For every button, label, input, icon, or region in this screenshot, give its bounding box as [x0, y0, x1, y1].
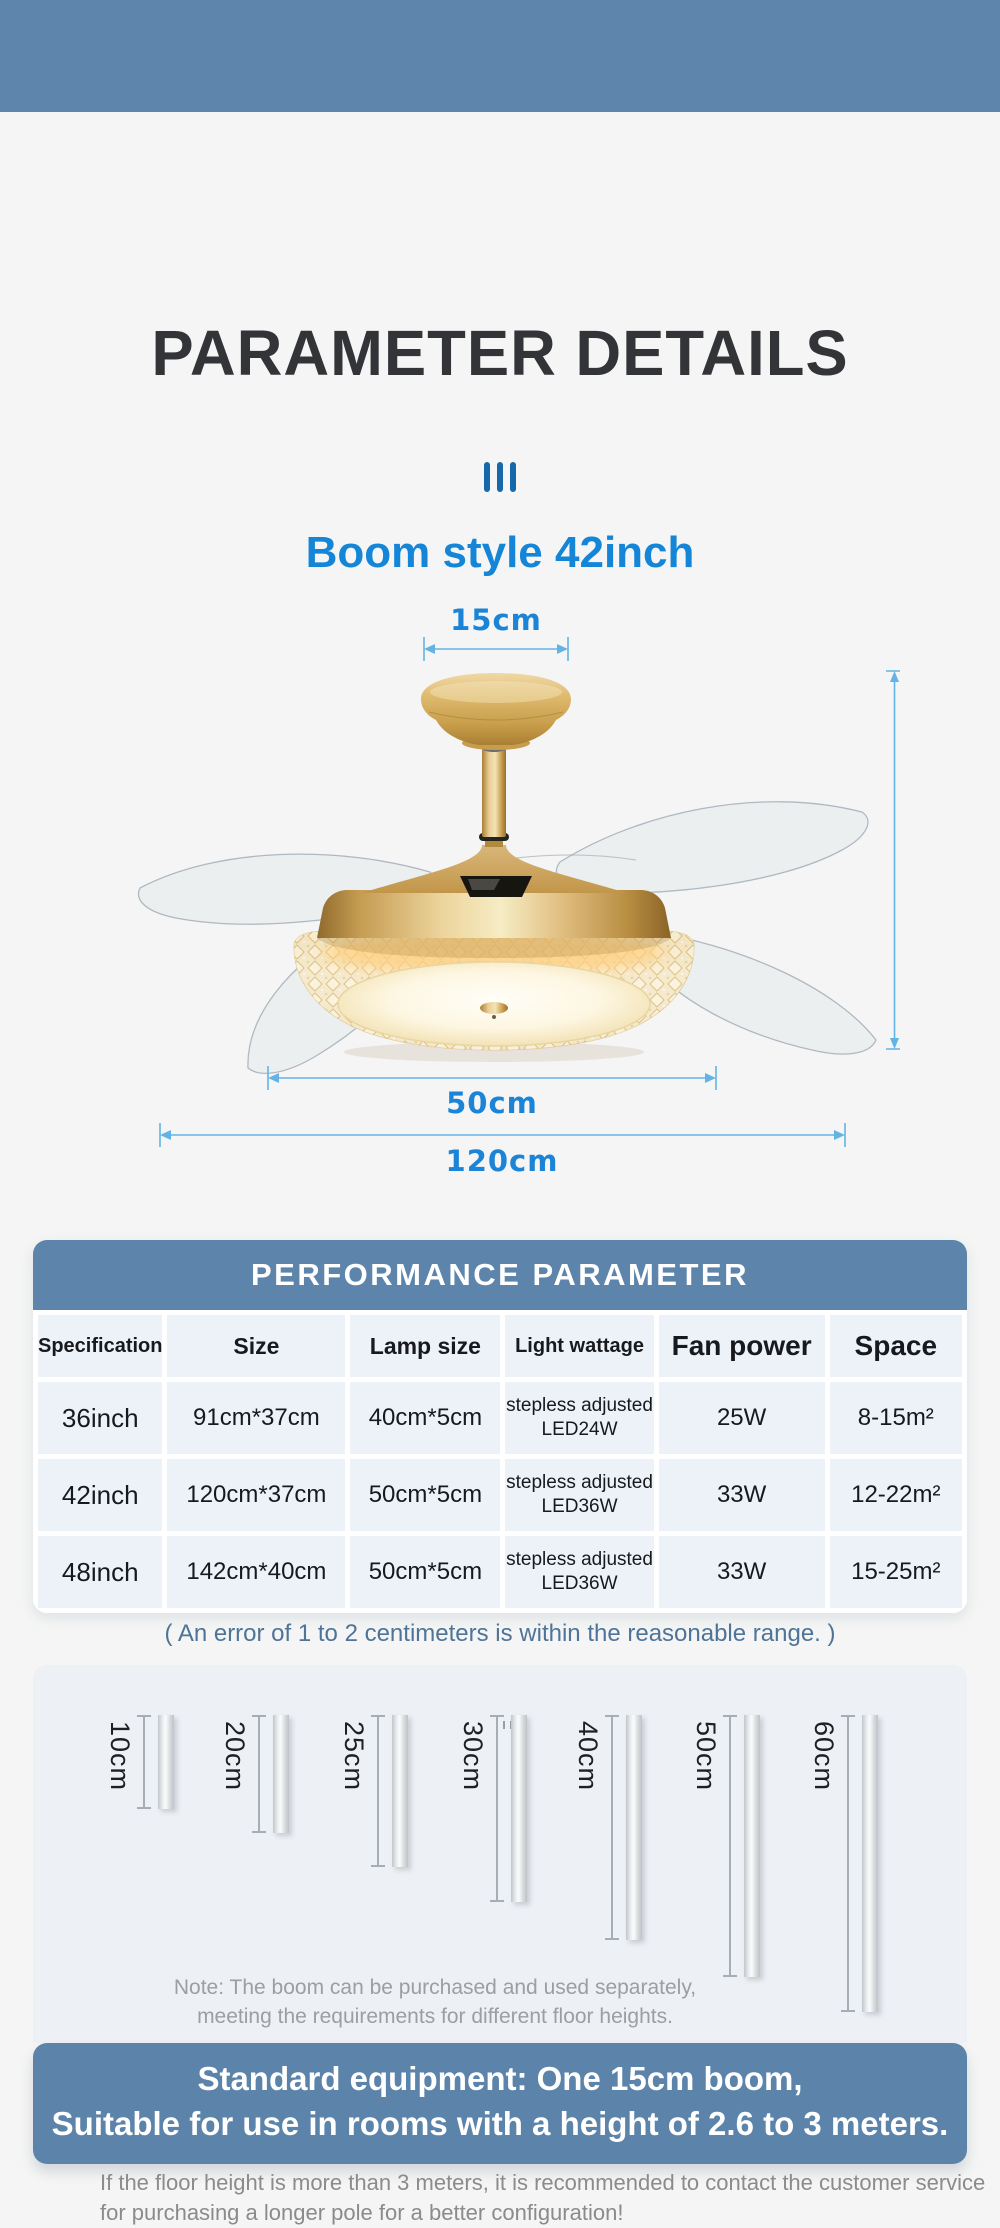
wattage-line2: LED36W — [541, 1496, 618, 1517]
boom-rod — [744, 1715, 760, 1977]
column-header-light-wattage: Light wattage — [505, 1315, 654, 1377]
fan-dimension-diagram: 15cm 37cm 50cm 120cm — [137, 603, 900, 1178]
boom-measure-line — [252, 1715, 266, 1833]
wattage-line1: stepless adjusted — [506, 1549, 653, 1570]
dim-label-lamp: 50cm — [446, 1086, 538, 1120]
footer-line1: If the floor height is more than 3 meter… — [100, 2170, 986, 2195]
boom-rod — [862, 1715, 878, 2012]
cell-size: 142cm*40cm — [167, 1536, 346, 1608]
tolerance-note: ( An error of 1 to 2 centimeters is with… — [164, 1620, 836, 1647]
footer-note: If the floor height is more than 3 meter… — [100, 2168, 1000, 2228]
boom-measure-line — [371, 1715, 385, 1867]
cell-lamp: 40cm*5cm — [350, 1382, 501, 1454]
cell-space: 8-15m² — [829, 1382, 962, 1454]
wattage-line2: LED24W — [541, 1419, 618, 1440]
dim-label-span: 120cm — [446, 1144, 559, 1178]
boom-rod — [392, 1715, 408, 1867]
boom-label: 25cm — [339, 1721, 369, 1792]
marker-bar — [484, 462, 490, 492]
column-header-space: Space — [829, 1315, 962, 1377]
fan-motor-body — [317, 673, 671, 938]
crystal-light-ring — [293, 928, 695, 1062]
column-header-lamp-size: Lamp size — [350, 1315, 501, 1377]
boom-label: 30cm — [458, 1721, 488, 1792]
cell-wattage: stepless adjusted LED36W — [505, 1459, 654, 1531]
boom-label: 50cm — [691, 1721, 721, 1792]
wattage-line1: stepless adjusted — [506, 1395, 653, 1416]
boom-length-card: 10cm 20cm 25cm 30cm 40cm 50cm 60cm Note:… — [33, 1665, 967, 2043]
cell-spec: 36inch — [38, 1382, 163, 1454]
boom-label: 20cm — [220, 1721, 250, 1792]
boom-measure-line — [137, 1715, 151, 1809]
column-header-size: Size — [167, 1315, 346, 1377]
dimension-120cm — [159, 1123, 846, 1147]
top-color-band — [0, 0, 1000, 112]
performance-table: PERFORMANCE PARAMETER Specification Size… — [33, 1240, 967, 1613]
boom-rod — [626, 1715, 642, 1940]
dimension-37cm — [886, 670, 900, 1050]
footer-line2: for purchasing a longer pole for a bette… — [100, 2200, 624, 2225]
boom-measure-line — [605, 1715, 619, 1940]
dimension-50cm — [267, 1066, 717, 1090]
column-header-specification: Specification — [38, 1315, 163, 1377]
table-grid: Specification Size Lamp size Light watta… — [33, 1310, 967, 1613]
fan-rod — [482, 745, 506, 837]
cell-wattage: stepless adjusted LED36W — [505, 1536, 654, 1608]
boom-measure-line — [841, 1715, 855, 2012]
section-subtitle: Boom style 42inch — [305, 528, 695, 577]
cell-spec: 48inch — [38, 1536, 163, 1608]
table-title: PERFORMANCE PARAMETER — [33, 1240, 967, 1310]
cell-wattage: stepless adjusted LED24W — [505, 1382, 654, 1454]
wattage-line1: stepless adjusted — [506, 1472, 653, 1493]
cell-size: 120cm*37cm — [167, 1459, 346, 1531]
boom-label: 10cm — [105, 1721, 135, 1792]
marker-bar — [497, 462, 503, 492]
cell-fan-power: 33W — [658, 1536, 825, 1608]
cell-spec: 42inch — [38, 1459, 163, 1531]
page-title: PARAMETER DETAILS — [151, 317, 849, 389]
boom-note-line2: meeting the requirements for different f… — [197, 2005, 673, 2028]
cell-fan-power: 33W — [658, 1459, 825, 1531]
fan-blades — [137, 801, 877, 1074]
wattage-line2: LED36W — [541, 1573, 618, 1594]
boom-note-line1: Note: The boom can be purchased and used… — [173, 1976, 697, 1999]
banner-line1: Standard equipment: One 15cm boom, — [197, 2060, 803, 2097]
standard-equipment-banner: Standard equipment: One 15cm boom, Suita… — [33, 2043, 967, 2164]
dim-label-canopy: 15cm — [450, 603, 542, 637]
cell-fan-power: 25W — [658, 1382, 825, 1454]
boom-rod — [511, 1715, 527, 1902]
boom-rod — [158, 1715, 174, 1809]
section-marker-icon — [0, 462, 1000, 492]
boom-measure-line — [723, 1715, 737, 1977]
cell-size: 91cm*37cm — [167, 1382, 346, 1454]
boom-rod — [273, 1715, 289, 1833]
marker-bar — [510, 462, 516, 492]
dimension-15cm — [423, 637, 569, 661]
banner-line2: Suitable for use in rooms with a height … — [51, 2105, 949, 2142]
column-header-fan-power: Fan power — [658, 1315, 825, 1377]
ir-receiver-window — [460, 876, 532, 897]
boom-measure-line — [490, 1715, 504, 1902]
boom-label: 40cm — [573, 1721, 603, 1792]
cell-space: 12-22m² — [829, 1459, 962, 1531]
cell-space: 15-25m² — [829, 1536, 962, 1608]
cell-lamp: 50cm*5cm — [350, 1536, 501, 1608]
cell-lamp: 50cm*5cm — [350, 1459, 501, 1531]
boom-note: Note: The boom can be purchased and used… — [33, 1973, 967, 2031]
boom-label: 60cm — [809, 1721, 839, 1792]
